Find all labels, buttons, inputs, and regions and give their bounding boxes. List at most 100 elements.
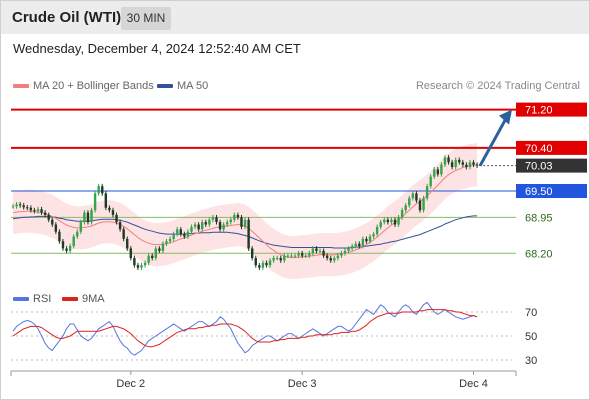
level-label: 70.03: [525, 161, 553, 173]
candle-body: [165, 241, 168, 244]
candle-body: [79, 222, 83, 232]
candle-body: [51, 219, 54, 225]
candle-body: [375, 226, 379, 235]
candle-body: [36, 209, 40, 212]
candle-body: [104, 193, 108, 208]
candle-body: [465, 164, 468, 168]
candle-body: [18, 204, 22, 206]
level-label: 69.50: [525, 186, 553, 198]
candle-body: [136, 265, 140, 268]
candle-body: [411, 193, 415, 199]
candle-body: [311, 248, 315, 254]
candle-body: [365, 238, 368, 242]
level-label-bg: [516, 184, 587, 198]
candle-body: [111, 210, 115, 215]
candle-body: [468, 162, 472, 168]
candle-body: [140, 265, 143, 268]
candle-body: [383, 219, 386, 223]
candle-body: [193, 224, 197, 227]
level-label: 68.95: [525, 212, 553, 224]
candle-body: [211, 217, 215, 220]
candle-body: [122, 229, 125, 239]
candle-body: [408, 198, 411, 206]
candle-body: [333, 258, 336, 261]
candle-body: [243, 219, 247, 227]
candle-body: [29, 207, 33, 211]
candle-body: [283, 255, 286, 261]
x-tick-label: Dec 4: [459, 378, 488, 390]
candle-body: [218, 222, 222, 230]
candle-body: [400, 210, 404, 218]
candle-body: [172, 234, 175, 239]
candle-body: [429, 176, 432, 187]
candle-body: [233, 214, 236, 220]
candle-body: [76, 231, 79, 237]
rsi-label: RSI: [33, 293, 52, 305]
projection-arrow-head: [499, 109, 512, 125]
candle-body: [43, 212, 47, 215]
candle-body: [475, 164, 479, 166]
legend-9ma: 9MA: [62, 293, 105, 305]
candle-body: [143, 262, 147, 266]
candle-body: [450, 162, 454, 168]
level-label-bg: [516, 102, 587, 117]
x-tick-label: Dec 2: [116, 378, 145, 390]
legend-ma50: MA 50: [157, 80, 208, 92]
candle-body: [350, 246, 354, 249]
candle-body: [58, 231, 61, 242]
candle-body: [208, 219, 211, 225]
candle-body: [33, 210, 36, 212]
candle-body: [343, 250, 347, 254]
timeframe-badge[interactable]: 30 MIN: [121, 7, 171, 30]
candle-body: [161, 243, 165, 251]
ma50-line: [12, 215, 478, 249]
candle-body: [397, 217, 400, 225]
candle-body: [458, 159, 461, 163]
candle-body: [118, 222, 122, 230]
instrument-title: Crude Oil (WTI): [12, 9, 122, 26]
rsi-line: [12, 301, 478, 356]
candle-body: [183, 234, 186, 237]
candle-body: [83, 212, 86, 223]
candle-body: [126, 238, 129, 249]
candle-body: [97, 186, 100, 194]
candle-body: [440, 164, 443, 175]
candle-body: [290, 255, 293, 257]
candle-body: [247, 219, 250, 249]
candle-body: [286, 255, 290, 257]
candle-body: [318, 250, 322, 252]
candle-body: [293, 255, 297, 257]
ma20-swatch: [13, 84, 29, 89]
candle-body: [158, 248, 161, 251]
level-label-bg: [516, 140, 587, 155]
candle-body: [258, 265, 261, 268]
candle-body: [393, 219, 397, 225]
candle-body: [275, 258, 279, 260]
candle-body: [361, 238, 365, 247]
candle-body: [390, 219, 393, 223]
candle-body: [272, 258, 275, 261]
level-label: 70.40: [525, 143, 553, 155]
candle-body: [197, 224, 200, 230]
candle-body: [65, 248, 68, 251]
candle-body: [11, 206, 15, 208]
candle-body: [265, 262, 268, 266]
candle-body: [340, 253, 343, 256]
candle-body: [101, 186, 104, 194]
level-label-bg: [516, 158, 587, 173]
bollinger-band: [13, 143, 478, 280]
candle-body: [261, 262, 265, 268]
candle-body: [436, 169, 440, 175]
header-bar: Crude Oil (WTI) 30 MIN: [0, 0, 590, 34]
legend-rsi: RSI: [13, 293, 51, 305]
rsi-ma-label: 9MA: [82, 293, 105, 305]
candle-body: [151, 255, 154, 259]
candle-body: [297, 253, 300, 256]
candle-body: [422, 198, 425, 211]
rsi-tick-label: 70: [525, 307, 537, 319]
candle-body: [154, 248, 157, 259]
candle-body: [472, 162, 475, 165]
candle-body: [425, 186, 429, 199]
candle-body: [336, 255, 340, 259]
